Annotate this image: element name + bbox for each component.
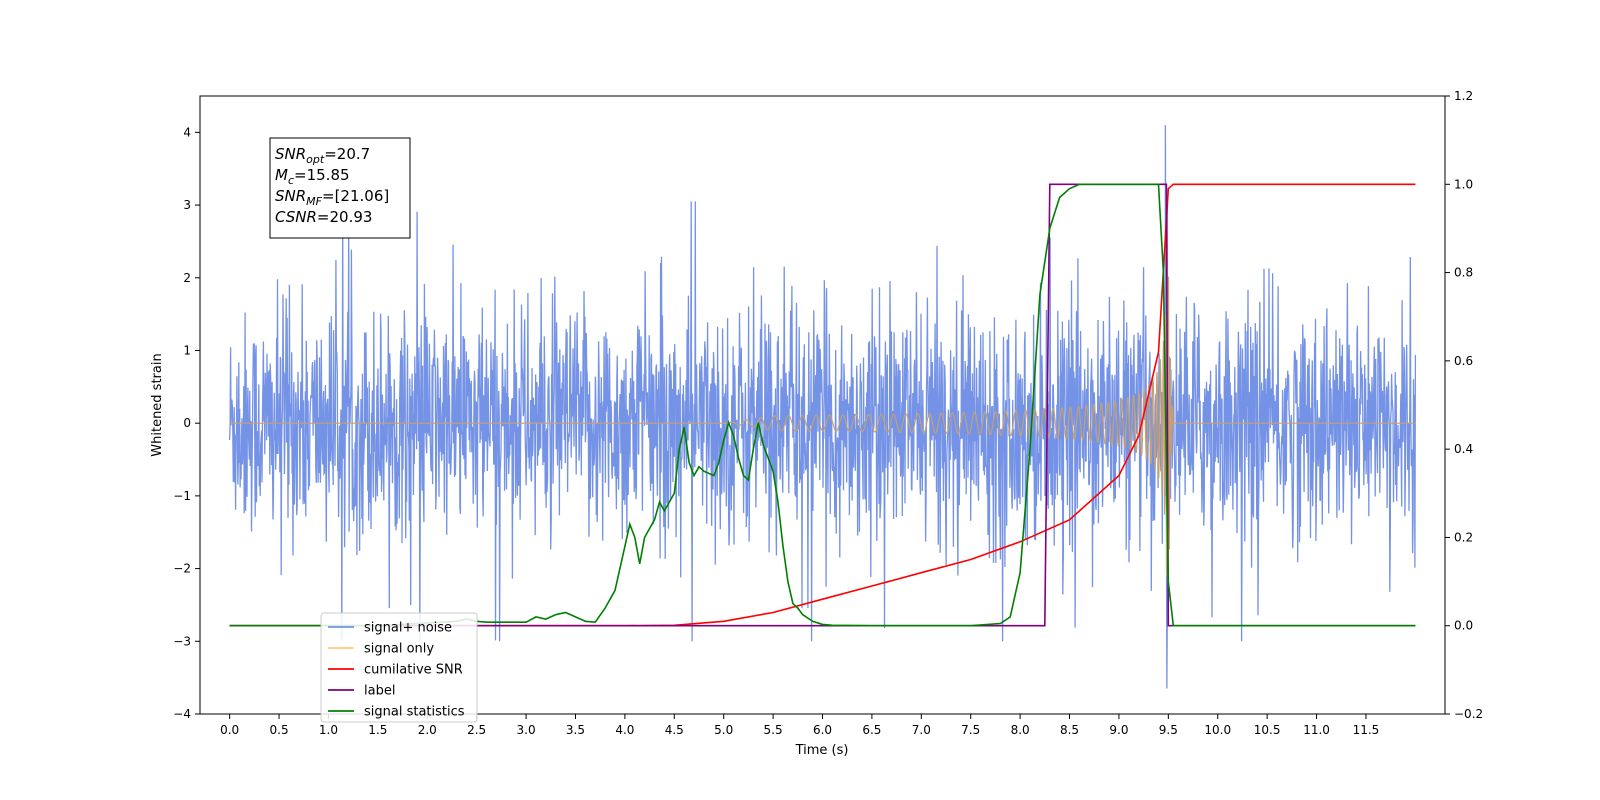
annotation-symbol: M [275,166,288,184]
x-axis: 0.0 0.5 1.0 1.5 2.0 2.5 3.0 3.5 4.0 4.5 5.0 5.5 6.0 6… [220,714,1379,737]
x-tick-label: 8.0 [1011,723,1030,737]
y-tick-label: 2 [183,271,191,285]
x-tick-label: 2.0 [418,723,437,737]
y2-tick-label: 0.4 [1454,442,1473,456]
y2-tick-label: 1.0 [1454,177,1473,191]
y2-tick-label: 0.2 [1454,530,1473,544]
x-tick-label: 11.0 [1303,723,1330,737]
annotation-line: SNRMF=[21.06] [275,187,389,208]
annotation-line: CSNR=20.93 [275,208,372,226]
annotation-line: SNRopt=20.7 [275,145,370,166]
x-tick-label: 2.5 [467,723,486,737]
y-axis-label: Whitened strain [150,353,165,456]
y2-tick-label: −0.2 [1454,707,1483,721]
x-tick-label: 10.0 [1204,723,1231,737]
y-tick-label: 0 [183,416,191,430]
x-tick-label: 1.5 [368,723,387,737]
legend-label: signal statistics [364,705,465,720]
x-tick-label: 4.5 [665,723,684,737]
y-tick-label: 4 [183,125,191,139]
x-tick-label: 6.0 [813,723,832,737]
series-signal-only [229,206,1416,577]
annotation-symbol: CSNR [275,208,317,226]
right-axis-series [229,183,1416,627]
x-tick-label: 0.5 [270,723,289,737]
x-axis-label: Time (s) [795,743,849,758]
x-tick-label: 11.5 [1353,723,1380,737]
legend-label: cumilative SNR [364,663,463,678]
annotation-box: SNRopt=20.7Mc=15.85SNRMF=[21.06]CSNR=20.… [269,137,411,239]
annotation-value: =20.7 [324,145,370,163]
x-tick-label: 9.5 [1159,723,1178,737]
x-tick-label: 10.5 [1254,723,1281,737]
annotation-value: =15.85 [294,166,350,184]
x-tick-label: 6.5 [862,723,881,737]
x-tick-label: 0.0 [220,723,239,737]
x-tick-label: 5.0 [714,723,733,737]
y-tick-label: 1 [183,343,191,357]
annotation-line: Mc=15.85 [275,166,350,187]
annotation-subscript: c [288,174,294,187]
x-tick-label: 9.0 [1109,723,1128,737]
y-tick-label: −4 [173,707,191,721]
y2-tick-label: 0.8 [1454,266,1473,280]
annotation-value: =[21.06] [322,187,389,205]
legend-frame [320,612,478,723]
x-tick-label: 4.0 [615,723,634,737]
annotation-subscript: MF [306,195,322,208]
x-tick-label: 3.0 [517,723,536,737]
annotation-symbol: SNR [275,145,306,163]
x-tick-label: 5.5 [764,723,783,737]
legend: signal+ noise signal only cumilative SNR la… [320,612,478,723]
annotation-symbol: SNR [275,187,306,205]
x-tick-label: 7.0 [912,723,931,737]
y-axis-left: −4 −3 −2 −1 0 1 2 3 4 [173,125,200,721]
y-axis-right: −0.2 0.0 0.2 0.4 0.6 0.8 1.0 1.2 [1445,89,1483,721]
annotation-value: =20.93 [317,208,373,226]
x-tick-label: 8.5 [1060,723,1079,737]
annotation-frame [269,137,411,239]
x-tick-label: 7.5 [961,723,980,737]
legend-label: signal only [364,642,434,657]
annotation-subscript: opt [306,153,325,166]
y-tick-label: −3 [173,634,191,648]
y2-tick-label: 1.2 [1454,89,1473,103]
x-tick-label: 3.5 [566,723,585,737]
y-tick-label: 3 [183,198,191,212]
series-line-signal-only [229,206,1416,577]
series-line-signal-statistics [229,183,1416,627]
y2-tick-label: 0.6 [1454,354,1473,368]
y2-tick-label: 0.0 [1454,619,1473,633]
legend-label: signal+ noise [364,621,452,636]
series-line-signal-noise [228,201,1417,642]
x-tick-label: 1.0 [319,723,338,737]
legend-label: label [364,684,395,699]
y-tick-label: −1 [173,489,191,503]
y-tick-label: −2 [173,562,191,576]
